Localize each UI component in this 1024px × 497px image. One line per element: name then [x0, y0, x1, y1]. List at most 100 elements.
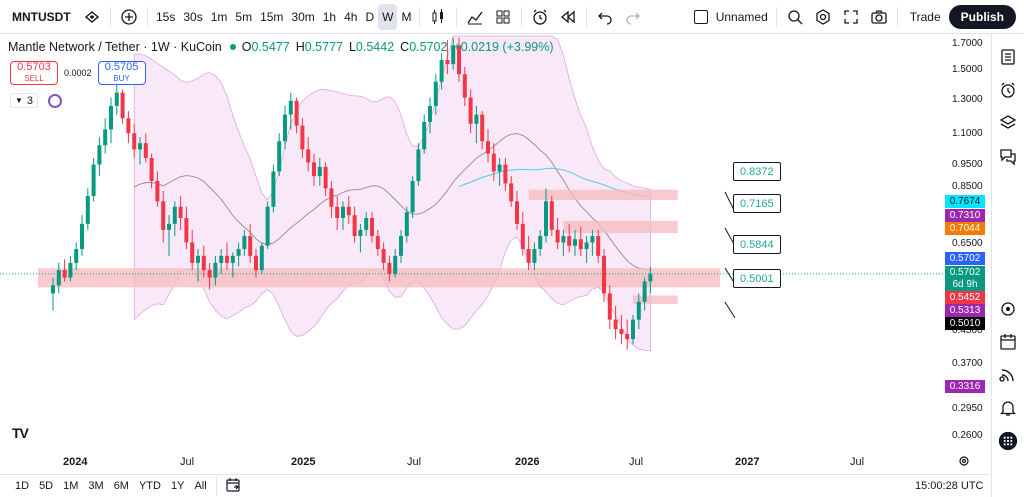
zoom-icon[interactable]	[781, 4, 809, 30]
range-1m-button[interactable]: 1M	[63, 480, 79, 492]
range-group: 1D 5D 1M 3M 6M YTD 1Y All	[10, 480, 212, 492]
candle-body	[283, 114, 287, 142]
alerts-clock-icon[interactable]	[995, 77, 1021, 103]
alert-icon[interactable]	[526, 4, 554, 30]
time-tick-label: 2024	[63, 456, 88, 468]
range-5d-button[interactable]: 5D	[39, 480, 54, 492]
timeframe-m-button[interactable]: M	[401, 9, 412, 24]
candle-body	[219, 255, 224, 263]
publish-button[interactable]: Publish	[948, 4, 1016, 29]
redo-icon[interactable]	[619, 4, 647, 30]
candle-body	[271, 171, 276, 207]
time-tick-label: 2026	[515, 456, 540, 468]
price-tick-label: 0.6500	[952, 238, 983, 249]
candle-body	[143, 143, 148, 158]
timeframe-15s-button[interactable]: 15s	[156, 9, 176, 24]
candle-body	[631, 319, 635, 340]
chat-icon[interactable]	[995, 143, 1021, 169]
range-all-button[interactable]: All	[194, 480, 207, 492]
candle-body	[225, 255, 229, 263]
timeframe-1h-button[interactable]: 1h	[322, 9, 337, 24]
buy-button[interactable]: 0.5705 BUY	[97, 61, 146, 85]
candle-body	[404, 212, 409, 237]
camera-icon[interactable]	[865, 4, 893, 30]
price-badge: 0.7674	[945, 195, 985, 208]
templates-icon[interactable]	[489, 4, 517, 30]
plus-circle-icon[interactable]	[115, 4, 143, 30]
date-range-calendar-icon[interactable]	[225, 477, 241, 496]
candle-body	[439, 59, 444, 82]
price-callout[interactable]: 0.8372	[733, 162, 781, 181]
price-callout[interactable]: 0.5844	[733, 235, 781, 254]
indicators-toggle-button[interactable]: ▼ 3	[10, 93, 39, 108]
candle-body	[416, 149, 421, 181]
buy-label: BUY	[113, 74, 130, 83]
time-axis[interactable]: 2024 Jul 2025 Jul 2026 Jul 2027 Jul	[0, 450, 990, 470]
candle-body	[352, 215, 357, 237]
candle-body	[520, 223, 525, 250]
settings-icon[interactable]	[809, 4, 837, 30]
candle-body	[254, 255, 258, 271]
candle-body	[138, 143, 142, 150]
broadcast-icon[interactable]	[995, 362, 1021, 388]
notifications-icon[interactable]	[995, 395, 1021, 421]
timeframe-w-button[interactable]: W	[378, 3, 398, 30]
calendar-icon[interactable]	[995, 329, 1021, 355]
candle-body	[329, 188, 334, 207]
sell-button[interactable]: 0.5703 SELL	[10, 61, 58, 85]
timeframe-d-button[interactable]: D	[365, 9, 375, 24]
tradingview-logo[interactable]: TV	[12, 425, 29, 441]
support-resistance-zone	[633, 295, 678, 304]
candle-body	[607, 293, 612, 320]
candle-body	[259, 245, 264, 271]
candle-body	[381, 249, 386, 263]
candle-body	[613, 319, 618, 330]
timeframe-30m-button[interactable]: 30m	[291, 9, 315, 24]
axis-settings-icon[interactable]	[958, 455, 970, 467]
layers-icon[interactable]	[995, 110, 1021, 136]
candle-body	[323, 166, 328, 189]
price-tick-label: 0.8500	[952, 181, 983, 192]
candle-body	[178, 206, 183, 219]
right-sidebar	[991, 34, 1024, 497]
timeframe-15m-button[interactable]: 15m	[260, 9, 284, 24]
range-3m-button[interactable]: 3M	[88, 480, 104, 492]
price-callout[interactable]: 0.5001	[733, 269, 781, 288]
chart-pane[interactable]	[0, 34, 990, 450]
trade-button[interactable]: Trade	[909, 9, 941, 24]
undo-icon[interactable]	[591, 4, 619, 30]
apps-grid-icon[interactable]	[995, 428, 1021, 454]
legend-symbol-title[interactable]: Mantle Network / Tether · 1W · KuCoin	[8, 40, 222, 54]
range-1y-button[interactable]: 1Y	[170, 480, 185, 492]
price-badge: 0.5702	[945, 266, 985, 279]
range-1d-button[interactable]: 1D	[15, 480, 30, 492]
price-chart[interactable]	[0, 34, 990, 450]
candle-body	[399, 236, 403, 256]
candle-body	[462, 74, 467, 98]
candle-body	[457, 45, 461, 75]
watchlist-icon[interactable]	[995, 44, 1021, 70]
timeframe-4h-button[interactable]: 4h	[344, 9, 358, 24]
candlestick-icon[interactable]	[424, 4, 452, 30]
candle-body	[590, 236, 595, 243]
timeframe-30s-button[interactable]: 30s	[183, 9, 203, 24]
price-callout[interactable]: 0.7165	[733, 194, 781, 213]
target-icon[interactable]	[995, 296, 1021, 322]
range-ytd-button[interactable]: YTD	[138, 480, 161, 492]
fullscreen-icon[interactable]	[837, 4, 865, 30]
replay-icon[interactable]	[554, 4, 582, 30]
support-resistance-zone	[528, 189, 678, 201]
legend-high: 0.5777	[304, 40, 343, 54]
candle-body	[91, 164, 96, 197]
legend-high-label: H	[295, 40, 305, 54]
flag-icon[interactable]	[78, 4, 106, 30]
utc-clock[interactable]: 15:00:28 UTC	[915, 480, 984, 492]
symbol-search-button[interactable]: MNTUSDT	[8, 4, 78, 30]
candle-body	[190, 242, 195, 263]
range-6m-button[interactable]: 6M	[113, 480, 129, 492]
timeframe-1m-button[interactable]: 1m	[210, 9, 228, 24]
indicators-icon[interactable]	[461, 4, 489, 30]
bottom-toolbar: 1D 5D 1M 3M 6M YTD 1Y All 15:00:28 UTC	[0, 474, 990, 497]
layout-button[interactable]: Unnamed	[690, 4, 772, 30]
timeframe-5m-button[interactable]: 5m	[235, 9, 253, 24]
